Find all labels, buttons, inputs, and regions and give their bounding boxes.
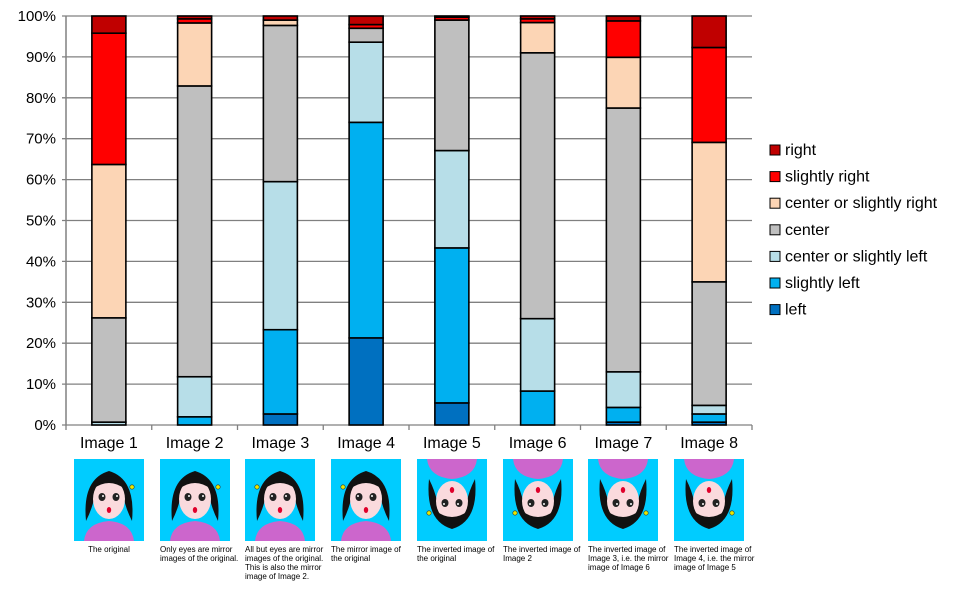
bar-segment-slightly-right xyxy=(606,21,640,57)
bar-segment-slightly-left xyxy=(435,248,469,403)
category-label: Image 7 xyxy=(594,435,652,452)
bar-segment-slightly-left xyxy=(178,417,212,425)
legend-label-center: center xyxy=(785,222,830,239)
y-tick-label: 100% xyxy=(18,8,56,25)
y-tick-label: 90% xyxy=(26,49,56,66)
bar-segment-center-or-slightly-right xyxy=(521,23,555,53)
legend-swatch-center-or-slightly-right xyxy=(770,198,780,208)
category-label: Image 1 xyxy=(80,435,138,452)
bar-segment-right xyxy=(435,16,469,17)
category-label: Image 3 xyxy=(251,435,309,452)
image-caption: The original xyxy=(74,545,144,554)
image-caption: The inverted image of Image 2 xyxy=(503,545,585,563)
y-tick-label: 40% xyxy=(26,253,56,270)
face-illustration-icon xyxy=(331,459,401,541)
y-tick-label: 20% xyxy=(26,335,56,352)
category-label: Image 6 xyxy=(509,435,567,452)
bar-segment-slightly-left xyxy=(349,122,383,338)
legend-label-center-or-slightly-left: center or slightly left xyxy=(785,248,928,265)
image-caption: All but eyes are mirror images of the or… xyxy=(245,545,327,581)
y-tick-label: 80% xyxy=(26,90,56,107)
bar-segment-center xyxy=(178,86,212,377)
face-illustration-icon xyxy=(160,459,230,541)
bar-segment-center xyxy=(263,25,297,181)
bar-segment-slightly-left xyxy=(521,391,555,425)
image-caption: The inverted image of Image 3, i.e. the … xyxy=(588,545,670,572)
bar-segment-right xyxy=(92,16,126,33)
bar-segment-right xyxy=(692,16,726,47)
bar-segment-center-or-slightly-right xyxy=(606,57,640,108)
category-label: Image 2 xyxy=(166,435,224,452)
face-illustration-icon xyxy=(245,459,315,541)
bar-segment-center-or-slightly-left xyxy=(263,182,297,330)
y-tick-labels: 0% 10% 20% 30% 40% 50% 60% 70% 80% 90% 100% xyxy=(18,8,56,434)
legend-label-right: right xyxy=(785,142,817,159)
image-caption: The mirror image of the original xyxy=(331,545,413,563)
axes xyxy=(66,16,752,430)
legend-label-slightly-right: slightly right xyxy=(785,169,870,186)
legend-swatch-center xyxy=(770,225,780,235)
legend-swatch-slightly-right xyxy=(770,172,780,182)
bar-segment-center-or-slightly-left xyxy=(435,151,469,248)
category-label: Image 4 xyxy=(337,435,395,452)
category-label: Image 8 xyxy=(680,435,738,452)
legend-label-center-or-slightly-right: center or slightly right xyxy=(785,195,938,212)
bar-segment-center-or-slightly-right xyxy=(92,164,126,317)
bar-segment-center-or-slightly-left xyxy=(349,42,383,122)
image-caption: The inverted image of Image 4, i.e. the … xyxy=(674,545,756,572)
y-tick-label: 60% xyxy=(26,172,56,189)
face-illustration-icon xyxy=(674,459,744,541)
bar-segment-slightly-right xyxy=(692,47,726,142)
bar-segment-center xyxy=(349,28,383,42)
bar-segment-right xyxy=(521,16,555,19)
bar-segment-left xyxy=(349,338,383,425)
y-tick-label: 50% xyxy=(26,213,56,230)
bar-segment-slightly-right xyxy=(92,33,126,164)
bar-segment-center xyxy=(435,20,469,150)
stacked-bar-chart: 0% 10% 20% 30% 40% 50% 60% 70% 80% 90% 100% Image … xyxy=(0,0,960,455)
y-tick-label: 70% xyxy=(26,131,56,148)
y-tick-label: 0% xyxy=(34,417,56,434)
bar-segment-right xyxy=(349,16,383,25)
bar-segment-center-or-slightly-left xyxy=(178,377,212,417)
bar-segment-center-or-slightly-left xyxy=(692,405,726,414)
bar-segment-slightly-left xyxy=(606,407,640,422)
bar-segment-slightly-left xyxy=(692,414,726,422)
bar-segment-right xyxy=(263,16,297,20)
bar-segment-center xyxy=(521,53,555,319)
bar-segment-center-or-slightly-left xyxy=(521,319,555,391)
gridlines xyxy=(62,16,752,425)
legend-swatch-slightly-left xyxy=(770,278,780,288)
y-tick-label: 30% xyxy=(26,294,56,311)
bar-segment-center xyxy=(692,282,726,406)
legend: right slightly right center or slightly ri… xyxy=(770,142,938,319)
face-illustration-icon xyxy=(74,459,144,541)
image-caption: The inverted image of the original xyxy=(417,545,499,563)
bar-segment-right xyxy=(606,16,640,21)
face-illustration-icon xyxy=(588,459,658,541)
bar-segment-left xyxy=(435,403,469,425)
bar-segment-center-or-slightly-right xyxy=(178,23,212,86)
bar-segment-left xyxy=(263,414,297,425)
legend-swatch-right xyxy=(770,145,780,155)
legend-swatch-center-or-slightly-left xyxy=(770,251,780,261)
y-tick-label: 10% xyxy=(26,376,56,393)
bar-segment-right xyxy=(178,16,212,19)
bar-segment-center-or-slightly-left xyxy=(606,372,640,408)
face-illustration-icon xyxy=(417,459,487,541)
legend-label-left: left xyxy=(785,302,807,319)
category-labels: Image 1 Image 2 Image 3 Image 4 Image 5 Image… xyxy=(80,435,738,452)
legend-swatch-left xyxy=(770,305,780,315)
category-label: Image 5 xyxy=(423,435,481,452)
legend-label-slightly-left: slightly left xyxy=(785,275,860,292)
face-illustration-icon xyxy=(503,459,573,541)
bar-segment-center xyxy=(92,318,126,422)
bar-segment-center-or-slightly-right xyxy=(692,142,726,281)
bar-segment-slightly-left xyxy=(263,330,297,414)
bar-segment-center xyxy=(606,108,640,372)
image-caption: Only eyes are mirror images of the origi… xyxy=(160,545,242,563)
